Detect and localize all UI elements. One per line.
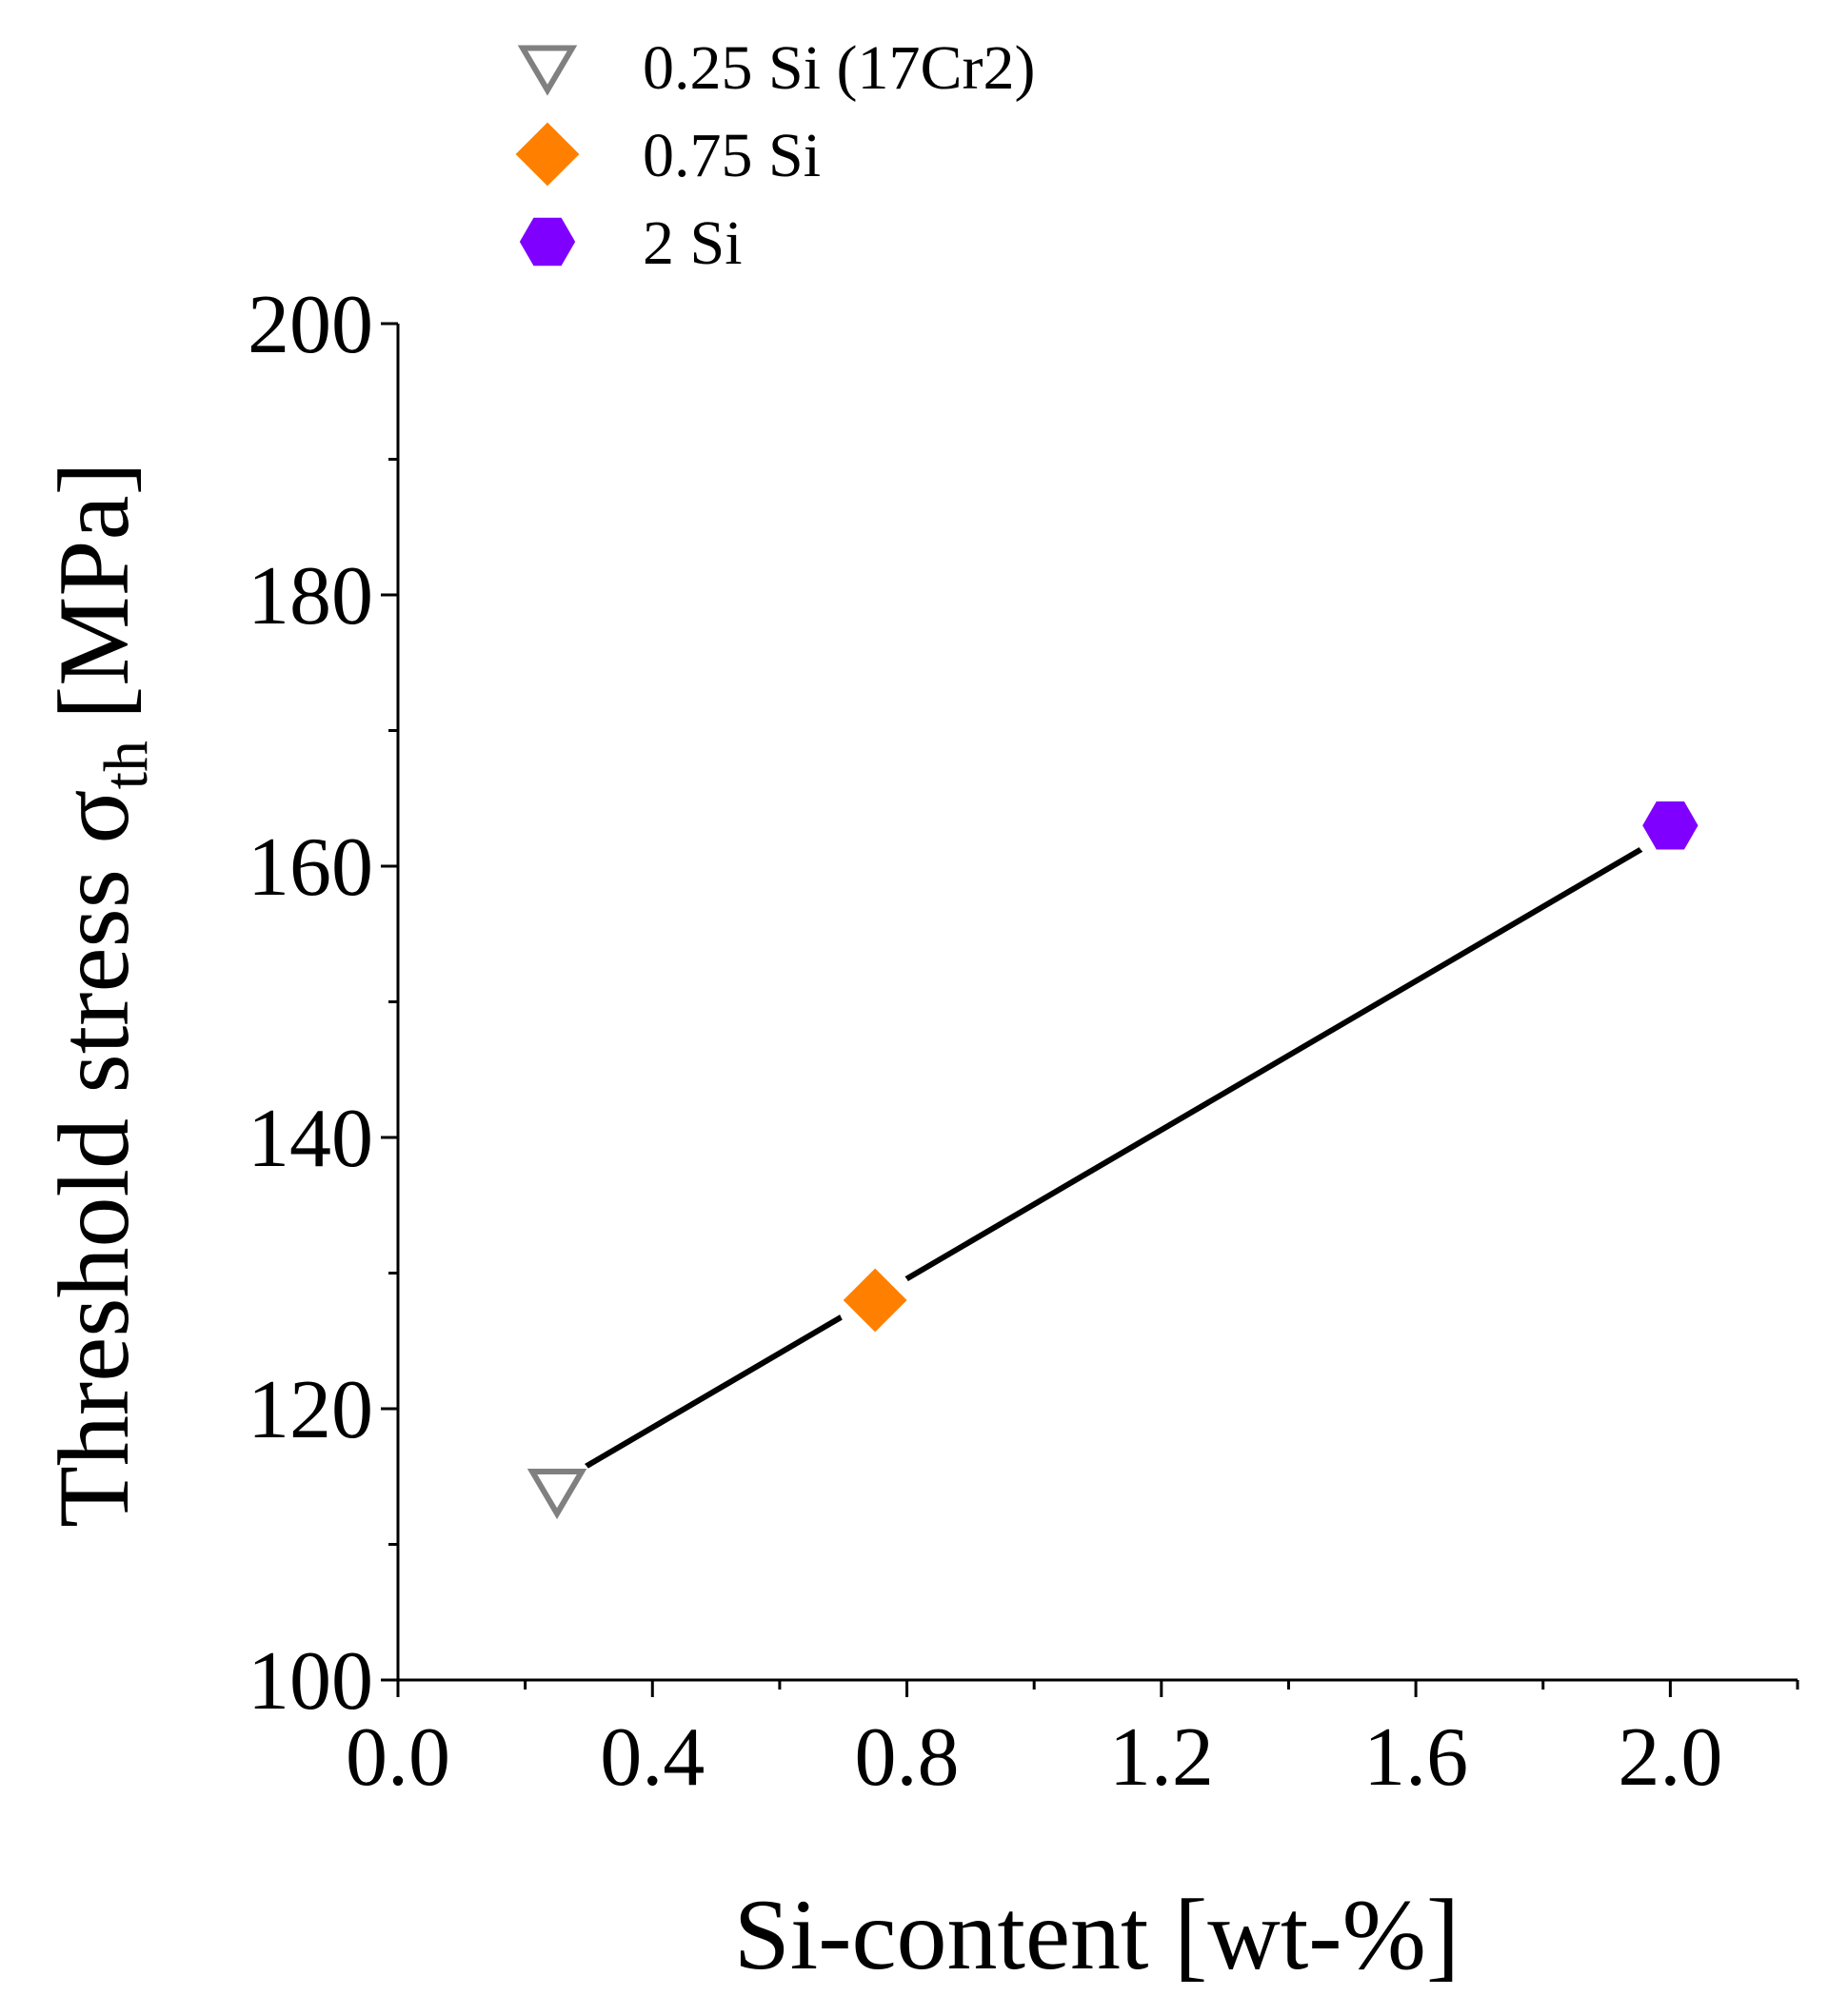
x-tick-label: 2.0 (1618, 1711, 1722, 1804)
y-tick-label: 180 (248, 550, 373, 642)
axes: 100 120 140 160 180 200 0.0 0.4 0.8 1.2 1.6 2.0 (248, 279, 1799, 1804)
data-point (1642, 801, 1699, 850)
x-tick-label: 1.6 (1363, 1711, 1468, 1804)
y-tick-label: 100 (248, 1635, 373, 1728)
legend-marker (515, 122, 580, 187)
y-axis-title-subscript: th (91, 741, 161, 789)
legend-marker (517, 45, 578, 96)
y-tick-label: 200 (248, 279, 373, 371)
y-tick-label: 140 (248, 1093, 373, 1185)
legend-label: 0.75 Si (643, 121, 821, 190)
y-tick-label: 120 (248, 1364, 373, 1456)
x-tick-label: 0.8 (855, 1711, 960, 1804)
data-points (519, 787, 1709, 1529)
legend-label: 2 Si (643, 208, 743, 278)
x-tick-label: 1.2 (1109, 1711, 1214, 1804)
data-point (527, 1469, 587, 1520)
data-point (843, 1268, 907, 1333)
y-axis-title-main: Threshold stress σ (38, 789, 149, 1528)
fit-line-group (554, 829, 1674, 1487)
x-tick-label: 0.4 (600, 1711, 705, 1804)
axis-titles: Si-content [wt-%] Threshold stress σth [M… (38, 462, 1460, 1990)
y-axis-title: Threshold stress σth [MPa] (38, 462, 161, 1528)
x-tick-label: 0.0 (346, 1711, 450, 1804)
x-axis-title: Si-content [wt-%] (734, 1879, 1460, 1990)
legend-label: 0.25 Si (17Cr2) (643, 33, 1036, 103)
y-tick-label: 160 (248, 821, 373, 914)
y-axis-title-unit: [MPa] (38, 462, 149, 720)
legend-marker (519, 217, 576, 267)
legend: 0.25 Si (17Cr2) 0.75 Si 2 Si (515, 33, 1036, 278)
fit-line (554, 829, 1674, 1487)
